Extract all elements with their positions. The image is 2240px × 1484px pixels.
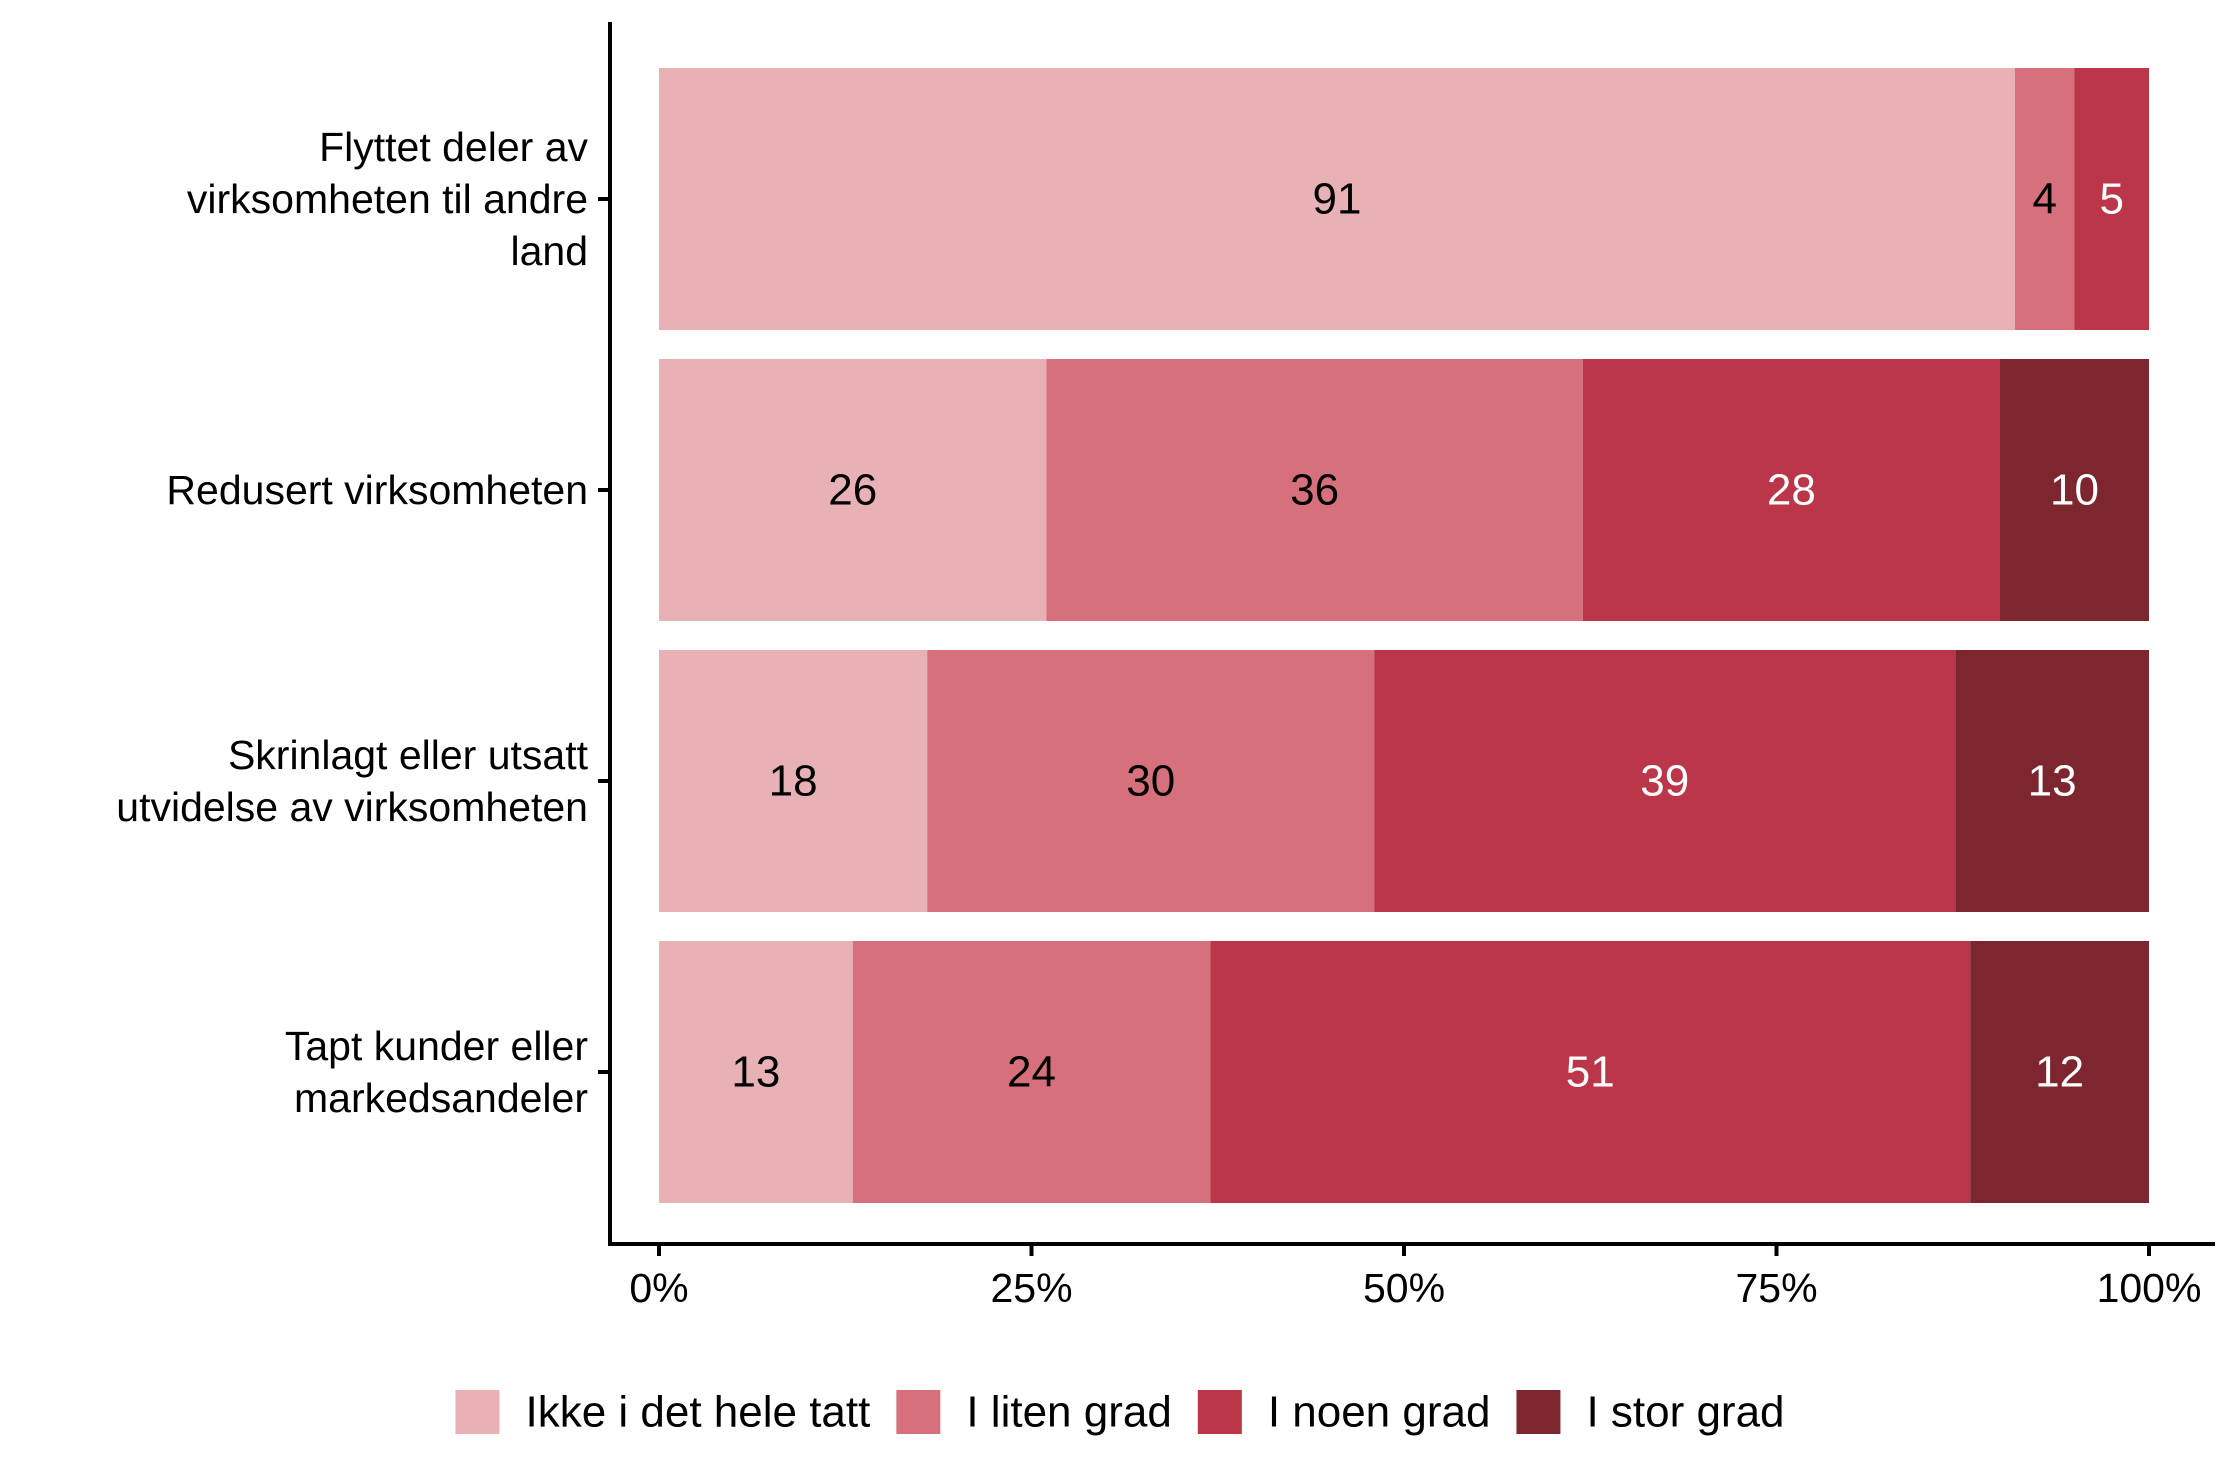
category-label-line: virksomheten til andre <box>187 176 588 222</box>
bar-value-label: 12 <box>2035 1048 2084 1097</box>
bar-segment-3-2 <box>927 650 1375 912</box>
legend-swatch <box>1516 1390 1561 1434</box>
category-label-line: Redusert virksomheten <box>166 467 588 513</box>
bar-value-label: 30 <box>1126 757 1175 806</box>
category-label-line: markedsandeler <box>294 1075 588 1121</box>
bar-segment-2-4 <box>2000 359 2149 621</box>
bar-value-label: 18 <box>769 757 818 806</box>
bar-value-label: 28 <box>1767 466 1816 515</box>
legend-label: I noen grad <box>1268 1388 1491 1437</box>
category-label-line: Flyttet deler av <box>319 124 588 170</box>
bar-segment-3-4 <box>1955 650 2149 912</box>
bar-segment-4-4 <box>1970 941 2149 1203</box>
legend-label: I liten grad <box>966 1388 1171 1437</box>
x-tick-label: 0% <box>629 1265 688 1311</box>
x-axis: 0% 25% 50% 75% 100% <box>608 1242 2215 1311</box>
category-label: Skrinlagt eller utsatt utvidelse av virks… <box>116 732 588 830</box>
category-label-line: land <box>510 228 588 274</box>
legend-label: Ikke i det hele tatt <box>525 1388 870 1437</box>
bar-segment-2-3 <box>1582 359 2000 621</box>
legend-swatch <box>1197 1390 1242 1434</box>
legend-label: I stor grad <box>1586 1388 1784 1437</box>
x-tick-label: 100% <box>2097 1265 2202 1311</box>
legend: Ikke i det hele tatt I liten grad I noen g… <box>455 1388 1785 1437</box>
bar-value-label: 10 <box>2050 466 2099 515</box>
bars-group <box>659 68 2149 1203</box>
category-label-line: utvidelse av virksomheten <box>116 784 588 830</box>
bar-value-label: 13 <box>2028 757 2077 806</box>
bar-segment-1-3 <box>2074 68 2149 330</box>
category-label: Redusert virksomheten <box>166 467 588 513</box>
bar-value-label: 26 <box>828 466 877 515</box>
bar-segment-1-1 <box>659 68 2015 330</box>
category-label-line: Tapt kunder eller <box>285 1023 588 1069</box>
bar-value-label: 4 <box>2032 175 2056 224</box>
bar-segment-2-2 <box>1046 359 1583 621</box>
bar-value-label: 91 <box>1312 175 1361 224</box>
bar-value-label: 24 <box>1007 1048 1056 1097</box>
bar-segment-2-1 <box>659 359 1047 621</box>
legend-swatch <box>896 1390 941 1434</box>
x-tick-label: 50% <box>1363 1265 1445 1311</box>
category-label: Tapt kunder eller markedsandeler <box>285 1023 588 1121</box>
x-tick-label: 25% <box>990 1265 1072 1311</box>
bar-segment-1-2 <box>2014 68 2075 330</box>
bar-value-label: 5 <box>2100 175 2124 224</box>
y-axis: Flyttet deler av virksomheten til andre la… <box>116 22 612 1244</box>
bar-segment-3-3 <box>1374 650 1956 912</box>
bar-segment-4-2 <box>852 941 1211 1203</box>
bar-segment-4-1 <box>659 941 853 1203</box>
bar-value-label: 13 <box>731 1048 780 1097</box>
bar-value-label: 36 <box>1290 466 1339 515</box>
bar-segment-3-1 <box>659 650 928 912</box>
bar-value-label: 51 <box>1566 1048 1615 1097</box>
legend-swatch <box>455 1390 500 1434</box>
bar-segment-4-3 <box>1210 941 1971 1203</box>
bar-value-label: 39 <box>1640 757 1689 806</box>
category-label-line: Skrinlagt eller utsatt <box>228 732 589 778</box>
x-tick-label: 75% <box>1735 1265 1817 1311</box>
category-label: Flyttet deler av virksomheten til andre la… <box>187 124 589 274</box>
bar-labels-group: 91 4 5 26 36 28 10 18 30 39 13 13 24 51 12 <box>731 175 2124 1097</box>
